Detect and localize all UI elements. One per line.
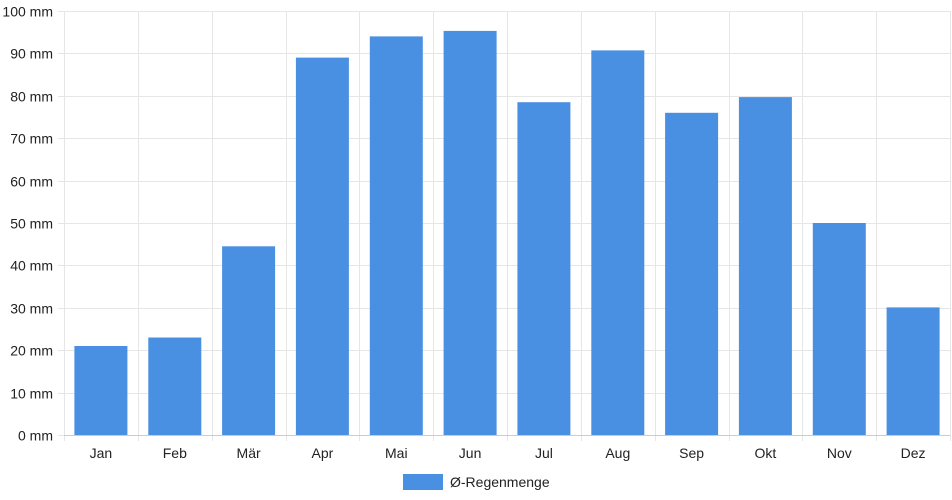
bar-okt[interactable] xyxy=(738,97,792,435)
y-tick-label: 40 mm xyxy=(10,258,53,274)
y-axis: 0 mm 10 mm 20 mm 30 mm 40 mm 50 mm 60 mm 70 mm 8… xyxy=(2,4,53,444)
bar-mai[interactable] xyxy=(369,36,423,436)
bar-series xyxy=(74,30,940,436)
bar-sep[interactable] xyxy=(665,112,719,436)
x-tick-label: Nov xyxy=(827,445,852,461)
bar-jan[interactable] xyxy=(74,346,128,435)
bar-jun[interactable] xyxy=(443,30,497,436)
grid-lines xyxy=(58,11,951,441)
x-tick-label: Okt xyxy=(755,445,777,461)
y-tick-label: 60 mm xyxy=(10,174,53,190)
y-tick-label: 20 mm xyxy=(10,343,53,359)
y-tick-label: 50 mm xyxy=(10,216,53,232)
bar-dez[interactable] xyxy=(886,307,940,435)
bar-jul[interactable] xyxy=(517,102,571,435)
y-tick-label: 90 mm xyxy=(10,46,53,62)
x-tick-label: Dez xyxy=(901,445,926,461)
bar-aug[interactable] xyxy=(591,50,645,436)
legend[interactable]: Ø-Regenmenge xyxy=(403,474,550,490)
bar-mär[interactable] xyxy=(222,246,276,435)
y-tick-label: 100 mm xyxy=(2,4,53,20)
x-tick-label: Mai xyxy=(385,445,408,461)
y-tick-label: 30 mm xyxy=(10,301,53,317)
y-tick-label: 70 mm xyxy=(10,131,53,147)
x-tick-label: Jan xyxy=(90,445,113,461)
legend-swatch xyxy=(403,474,443,490)
y-tick-label: 80 mm xyxy=(10,89,53,105)
x-tick-label: Mär xyxy=(237,445,261,461)
bar-feb[interactable] xyxy=(148,337,202,436)
legend-label: Ø-Regenmenge xyxy=(450,474,550,490)
x-tick-label: Jun xyxy=(459,445,482,461)
x-axis: Jan Feb Mär Apr Mai Jun Jul Aug Sep Okt Nov Dez xyxy=(64,435,950,461)
x-tick-label: Aug xyxy=(605,445,630,461)
y-tick-label: 0 mm xyxy=(18,428,53,444)
x-tick-label: Sep xyxy=(679,445,704,461)
x-tick-label: Apr xyxy=(312,445,334,461)
y-tick-label: 10 mm xyxy=(10,386,53,402)
x-tick-label: Feb xyxy=(163,445,187,461)
x-tick-label: Jul xyxy=(535,445,553,461)
bar-nov[interactable] xyxy=(812,223,866,435)
bar-apr[interactable] xyxy=(295,57,349,435)
